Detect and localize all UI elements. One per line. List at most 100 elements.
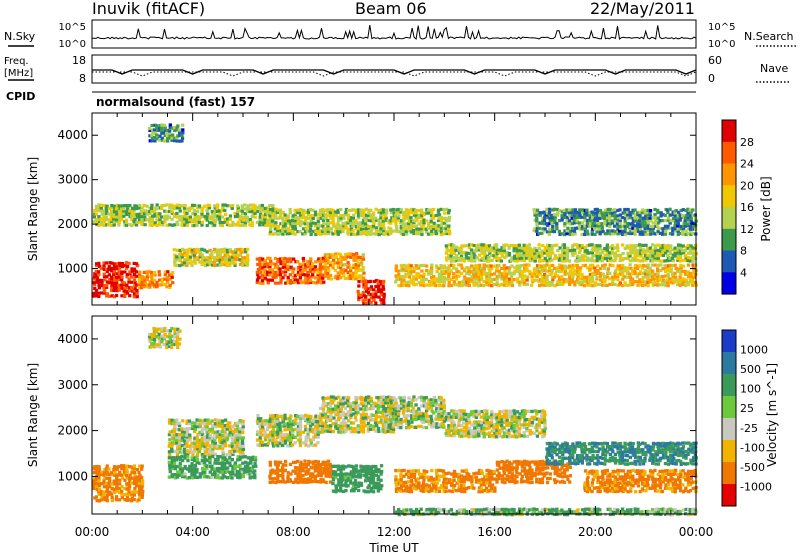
- heat-cell: [263, 259, 267, 263]
- heat-cell: [130, 269, 135, 273]
- heat-cell: [181, 419, 185, 423]
- heat-cell: [334, 274, 338, 278]
- heat-cell: [288, 219, 292, 223]
- heat-cell: [114, 293, 119, 298]
- heat-cell: [646, 277, 650, 281]
- heat-cell: [365, 289, 369, 293]
- heat-cell: [551, 227, 555, 231]
- heat-cell: [291, 275, 295, 279]
- heat-cell: [279, 213, 283, 217]
- heat-cell: [510, 281, 514, 285]
- heat-cell: [334, 224, 338, 228]
- heat-cell: [555, 224, 559, 228]
- heat-cell: [664, 229, 668, 234]
- heat-cell: [510, 271, 515, 275]
- heat-cell: [434, 213, 438, 218]
- heat-cell: [326, 418, 330, 422]
- heat-cell: [575, 221, 579, 225]
- heat-cell: [190, 220, 194, 224]
- heat-cell: [138, 479, 142, 483]
- heat-cell: [273, 224, 278, 228]
- heat-cell: [107, 278, 112, 282]
- heat-cell: [689, 219, 693, 223]
- heat-cell: [224, 444, 228, 448]
- heat-cell: [278, 460, 283, 464]
- heat-cell: [236, 257, 240, 261]
- heat-cell: [251, 457, 255, 462]
- heat-cell: [185, 430, 190, 434]
- heat-cell: [623, 283, 627, 287]
- heat-cell: [218, 263, 222, 267]
- heat-cell: [521, 253, 525, 257]
- heat-cell: [157, 327, 162, 331]
- heat-cell: [430, 263, 434, 267]
- heat-cell: [95, 473, 99, 477]
- heat-cell: [283, 480, 287, 484]
- heat-cell: [210, 419, 214, 423]
- heat-cell: [215, 248, 220, 252]
- heat-cell: [516, 277, 520, 281]
- heat-cell: [469, 259, 474, 263]
- heat-cell: [661, 230, 665, 234]
- heat-cell: [328, 408, 333, 412]
- heat-cell: [585, 208, 589, 212]
- heat-cell: [535, 221, 539, 225]
- heat-cell: [480, 258, 484, 262]
- heat-cell: [102, 209, 107, 213]
- heat-cell: [659, 245, 663, 250]
- heat-cell: [656, 258, 661, 262]
- heat-cell: [271, 441, 275, 445]
- heat-cell: [309, 265, 313, 269]
- heat-cell: [190, 252, 194, 256]
- heat-cell: [115, 467, 119, 471]
- heat-cell: [676, 248, 680, 252]
- heat-cell: [369, 292, 374, 296]
- freq-label-line1: Freq.: [4, 56, 29, 67]
- heat-cell: [555, 222, 559, 226]
- heat-cell: [235, 212, 240, 216]
- heat-cell: [261, 207, 266, 211]
- heat-cell: [568, 213, 572, 218]
- heat-cell: [645, 270, 649, 274]
- colorbar-frame: [721, 119, 737, 295]
- heat-cell: [142, 283, 146, 287]
- heat-cell: [283, 468, 287, 472]
- heat-cell: [522, 243, 526, 247]
- heat-cell: [115, 483, 119, 488]
- heat-cell: [480, 272, 484, 276]
- heat-cell: [477, 284, 481, 288]
- heat-cell: [133, 486, 137, 491]
- heat-cell: [449, 249, 453, 253]
- heat-cell: [314, 427, 318, 432]
- heat-cell: [362, 285, 366, 289]
- heat-cell: [306, 471, 310, 475]
- heat-cell: [439, 215, 443, 220]
- heat-cell: [115, 203, 120, 208]
- heat-cell: [586, 256, 590, 260]
- heat-cell: [225, 452, 229, 457]
- heat-cell: [271, 427, 276, 432]
- heat-cell: [251, 203, 255, 207]
- heat-cell: [379, 213, 383, 217]
- heat-cell: [185, 263, 189, 267]
- heat-cell: [281, 276, 285, 280]
- heat-cell: [261, 257, 265, 261]
- heat-cell: [107, 481, 111, 485]
- heat-cell: [97, 468, 101, 472]
- heat-cell: [674, 275, 678, 279]
- heat-cell: [399, 231, 404, 236]
- heat-cell: [326, 258, 330, 262]
- heat-cell: [354, 410, 358, 415]
- heat-cell: [196, 441, 200, 445]
- heat-cell: [407, 219, 412, 223]
- heat-cell: [354, 398, 358, 402]
- heat-cell: [117, 220, 121, 224]
- heat-cell: [492, 272, 497, 276]
- heat-cell: [186, 248, 190, 252]
- heat-cell: [684, 229, 688, 233]
- heat-cell: [306, 259, 310, 264]
- heat-cell: [198, 430, 202, 434]
- heat-cell: [629, 248, 633, 252]
- heat-cell: [599, 278, 603, 282]
- heat-cell: [623, 275, 627, 279]
